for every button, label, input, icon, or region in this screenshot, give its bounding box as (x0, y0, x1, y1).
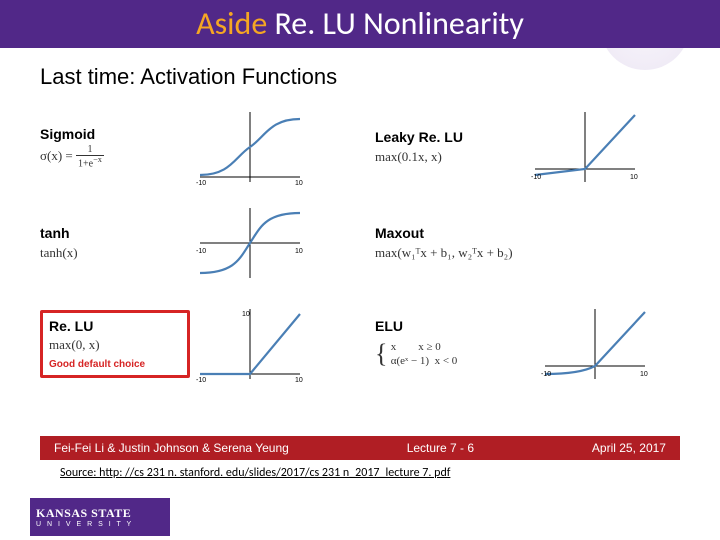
relu-chart: -10 10 10 (190, 304, 310, 384)
cell-relu: Re. LU max(0, x) Good default choice -10… (40, 294, 345, 394)
title-band: Aside Re. LU Nonlinearity (0, 0, 720, 48)
cell-tanh: tanh tanh(x) -10 10 (40, 198, 345, 288)
svg-text:10: 10 (295, 248, 303, 255)
ksu-logo: KANSAS STATE U N I V E R S I T Y (30, 498, 170, 536)
svg-text:10: 10 (295, 180, 303, 187)
sigmoid-name: Sigmoid (40, 125, 190, 143)
cell-sigmoid: Sigmoid σ(x) = 11+e−x -10 10 (40, 102, 345, 192)
activation-grid: Sigmoid σ(x) = 11+e−x -10 10 Leaky Re. LU… (40, 102, 680, 394)
elu-chart: -10 10 (535, 304, 655, 384)
maxout-formula: max(w₁ᵀx + b₁, w₂ᵀx + b₂) (375, 245, 655, 262)
elu-formula: { x x ≥ 0 α(eˣ − 1) x < 0 (375, 337, 535, 371)
elu-cond-bot: x < 0 (435, 355, 458, 367)
svg-text:10: 10 (630, 174, 638, 181)
svg-text:-10: -10 (541, 371, 551, 378)
page-title: Aside Re. LU Nonlinearity (0, 0, 720, 48)
title-main: Re. LU Nonlinearity (274, 4, 523, 43)
credit-right: April 25, 2017 (592, 441, 666, 455)
svg-text:-10: -10 (196, 248, 206, 255)
credit-left: Fei-Fei Li & Justin Johnson & Serena Yeu… (54, 441, 289, 455)
lecture-credit-bar: Fei-Fei Li & Justin Johnson & Serena Yeu… (40, 436, 680, 460)
slide-heading: Last time: Activation Functions (40, 64, 680, 90)
elu-bot: α(eˣ − 1) (391, 355, 429, 367)
relu-formula: max(0, x) (49, 337, 181, 354)
relu-name: Re. LU (49, 317, 181, 335)
maxout-name: Maxout (375, 224, 655, 242)
sigmoid-chart: -10 10 (190, 107, 310, 187)
embedded-slide: Last time: Activation Functions Sigmoid … (40, 64, 680, 470)
credit-mid: Lecture 7 - 6 (407, 441, 474, 455)
cell-elu: ELU { x x ≥ 0 α(eˣ − 1) x < 0 -10 10 (375, 294, 680, 394)
leaky-name: Leaky Re. LU (375, 128, 525, 146)
cell-maxout: Maxout max(w₁ᵀx + b₁, w₂ᵀx + b₂) (375, 198, 680, 288)
tanh-name: tanh (40, 224, 190, 242)
relu-highlight-box: Re. LU max(0, x) Good default choice (40, 310, 190, 378)
svg-text:-10: -10 (531, 174, 541, 181)
sigmoid-formula: σ(x) = 11+e−x (40, 145, 190, 169)
svg-text:10: 10 (242, 311, 250, 318)
leaky-formula: max(0.1x, x) (375, 149, 525, 166)
leaky-chart: -10 10 (525, 107, 645, 187)
elu-name: ELU (375, 317, 535, 335)
elu-top: x (391, 341, 397, 353)
logo-line1: KANSAS STATE (36, 506, 164, 521)
svg-text:10: 10 (295, 377, 303, 384)
tanh-formula: tanh(x) (40, 245, 190, 262)
tanh-chart: -10 10 (190, 203, 310, 283)
svg-text:10: 10 (640, 371, 648, 378)
elu-cond-top: x ≥ 0 (418, 341, 441, 353)
title-accent: Aside (196, 4, 274, 43)
relu-note: Good default choice (49, 358, 181, 371)
source-citation: Source: http: //cs 231 n. stanford. edu/… (60, 466, 450, 480)
footer: KANSAS STATE U N I V E R S I T Y (0, 492, 720, 540)
svg-text:-10: -10 (196, 180, 206, 187)
logo-line2: U N I V E R S I T Y (36, 521, 164, 528)
cell-leaky-relu: Leaky Re. LU max(0.1x, x) -10 10 (375, 102, 680, 192)
svg-text:-10: -10 (196, 377, 206, 384)
